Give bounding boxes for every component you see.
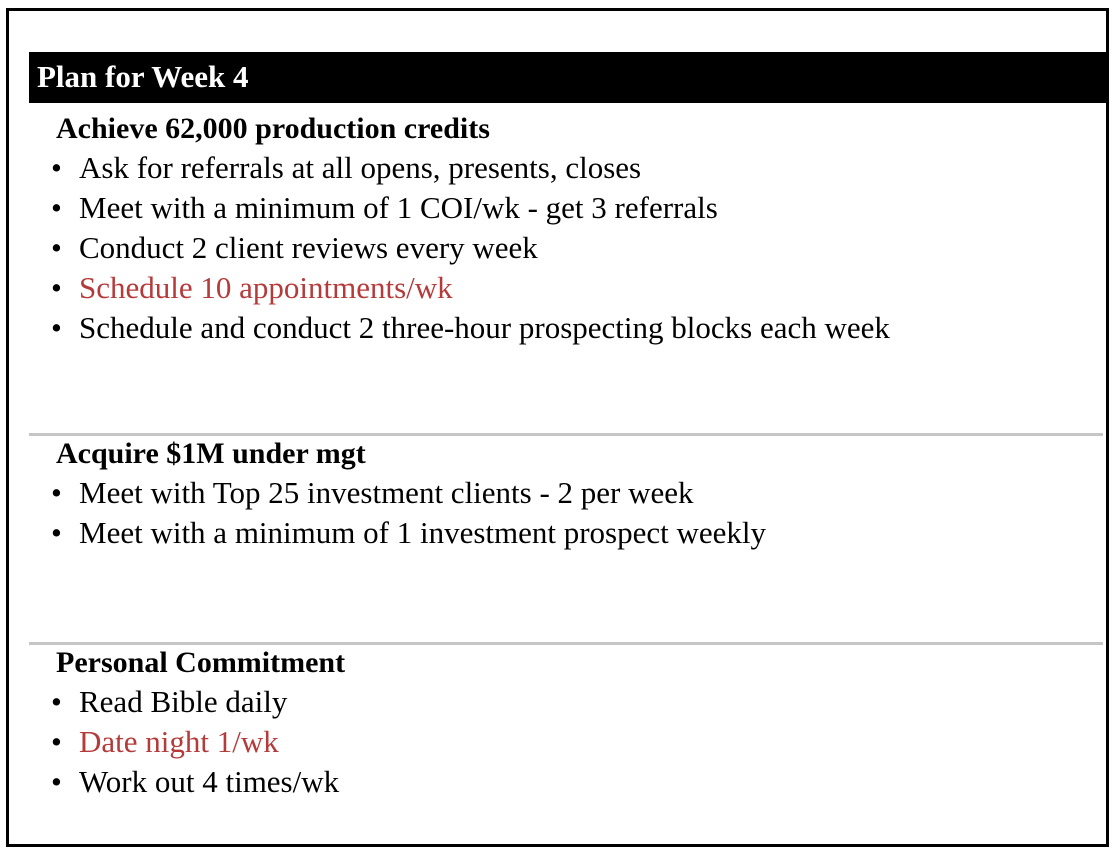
- section-production-credits: Achieve 62,000 production credits • Ask …: [29, 110, 1109, 348]
- list-item-text: Schedule 10 appointments/wk: [79, 270, 453, 305]
- section-heading: Personal Commitment: [56, 646, 346, 679]
- bullet-icon: •: [51, 724, 62, 759]
- bullet-icon: •: [51, 150, 62, 185]
- section-assets-under-management: Acquire $1M under mgt • Meet with Top 25…: [29, 435, 1109, 553]
- list-item: • Ask for referrals at all opens, presen…: [29, 148, 1109, 188]
- bullet-icon: •: [51, 475, 62, 510]
- bullet-icon: •: [51, 310, 62, 345]
- list-item-text: Work out 4 times/wk: [79, 764, 340, 799]
- bullet-icon: •: [51, 230, 62, 265]
- item-list: • Meet with Top 25 investment clients - …: [29, 473, 1109, 553]
- section-heading: Achieve 62,000 production credits: [56, 112, 490, 145]
- bullet-icon: •: [51, 515, 62, 550]
- list-item-text: Read Bible daily: [79, 684, 288, 719]
- list-item-highlighted: • Schedule 10 appointments/wk: [29, 268, 1109, 308]
- section-divider: [29, 433, 1103, 436]
- list-item: • Meet with a minimum of 1 investment pr…: [29, 513, 1109, 553]
- list-item-highlighted: • Date night 1/wk: [29, 722, 1109, 762]
- list-item: • Schedule and conduct 2 three-hour pros…: [29, 308, 1109, 348]
- plan-title: Plan for Week 4: [37, 59, 249, 94]
- item-list: • Read Bible daily • Date night 1/wk • W…: [29, 682, 1109, 802]
- section-personal-commitment: Personal Commitment • Read Bible daily •…: [29, 644, 1109, 802]
- list-item: • Meet with a minimum of 1 COI/wk - get …: [29, 188, 1109, 228]
- item-list: • Ask for referrals at all opens, presen…: [29, 148, 1109, 348]
- list-item-text: Meet with a minimum of 1 COI/wk - get 3 …: [79, 190, 718, 225]
- list-item-text: Meet with a minimum of 1 investment pros…: [79, 515, 767, 550]
- list-item-text: Date night 1/wk: [79, 724, 279, 759]
- list-item: • Meet with Top 25 investment clients - …: [29, 473, 1109, 513]
- plan-header-bar: Plan for Week 4: [29, 52, 1109, 103]
- list-item: • Work out 4 times/wk: [29, 762, 1109, 802]
- list-item-text: Ask for referrals at all opens, presents…: [79, 150, 642, 185]
- section-divider: [29, 642, 1103, 645]
- bullet-icon: •: [51, 684, 62, 719]
- list-item: • Conduct 2 client reviews every week: [29, 228, 1109, 268]
- bullet-icon: •: [51, 270, 62, 305]
- bullet-icon: •: [51, 764, 62, 799]
- list-item-text: Meet with Top 25 investment clients - 2 …: [79, 475, 694, 510]
- bullet-icon: •: [51, 190, 62, 225]
- document-frame: [6, 8, 1109, 847]
- list-item-text: Schedule and conduct 2 three-hour prospe…: [79, 310, 890, 345]
- list-item-text: Conduct 2 client reviews every week: [79, 230, 538, 265]
- list-item: • Read Bible daily: [29, 682, 1109, 722]
- section-heading: Acquire $1M under mgt: [56, 437, 366, 470]
